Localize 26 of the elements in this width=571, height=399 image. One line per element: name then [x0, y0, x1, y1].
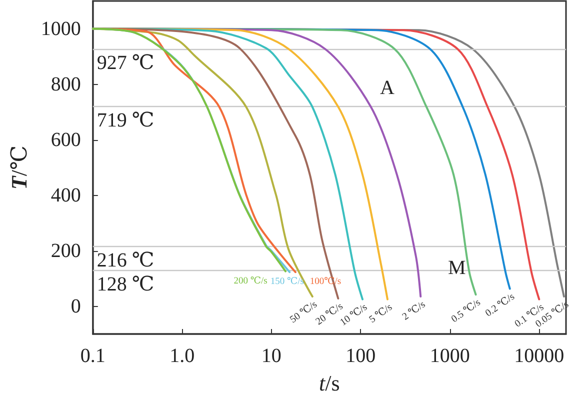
x-axis-title: t/s — [319, 370, 340, 396]
ref-line-label: 128 ℃ — [96, 274, 154, 296]
ref-line-label: 719 ℃ — [96, 110, 154, 132]
text: 0.2 ℃/s — [484, 291, 517, 320]
series-label: 200 ℃/s — [234, 275, 268, 286]
x-tick-label: 10000 — [514, 345, 564, 367]
x-tick-label: 1000 — [430, 345, 470, 367]
x-tick-label: 10 — [261, 345, 282, 367]
y-tick-label: 200 — [50, 240, 81, 262]
y-axis-title: T/℃ — [6, 145, 32, 190]
x-tick-label: 0.1 — [80, 345, 106, 367]
text: 5 ℃/s — [367, 302, 395, 326]
text: 0.5 ℃/s — [449, 297, 483, 326]
y-tick-label: 0 — [70, 295, 81, 318]
x-tick-label: 100 — [346, 345, 376, 367]
y-tick-label: 1000 — [40, 18, 81, 40]
text: 2 ℃/s — [400, 299, 428, 323]
annotation: M — [448, 257, 466, 279]
y-tick-label: 800 — [50, 73, 81, 96]
annotation: A — [380, 77, 395, 99]
series-label: 150 ℃/s — [270, 276, 304, 288]
ref-line-label: 216 ℃ — [96, 249, 154, 272]
ref-line-label: 927 ℃ — [96, 52, 154, 74]
y-tick-label: 400 — [50, 184, 81, 206]
x-tick-label: 1.0 — [170, 345, 195, 367]
y-tick-label: 600 — [50, 128, 81, 151]
